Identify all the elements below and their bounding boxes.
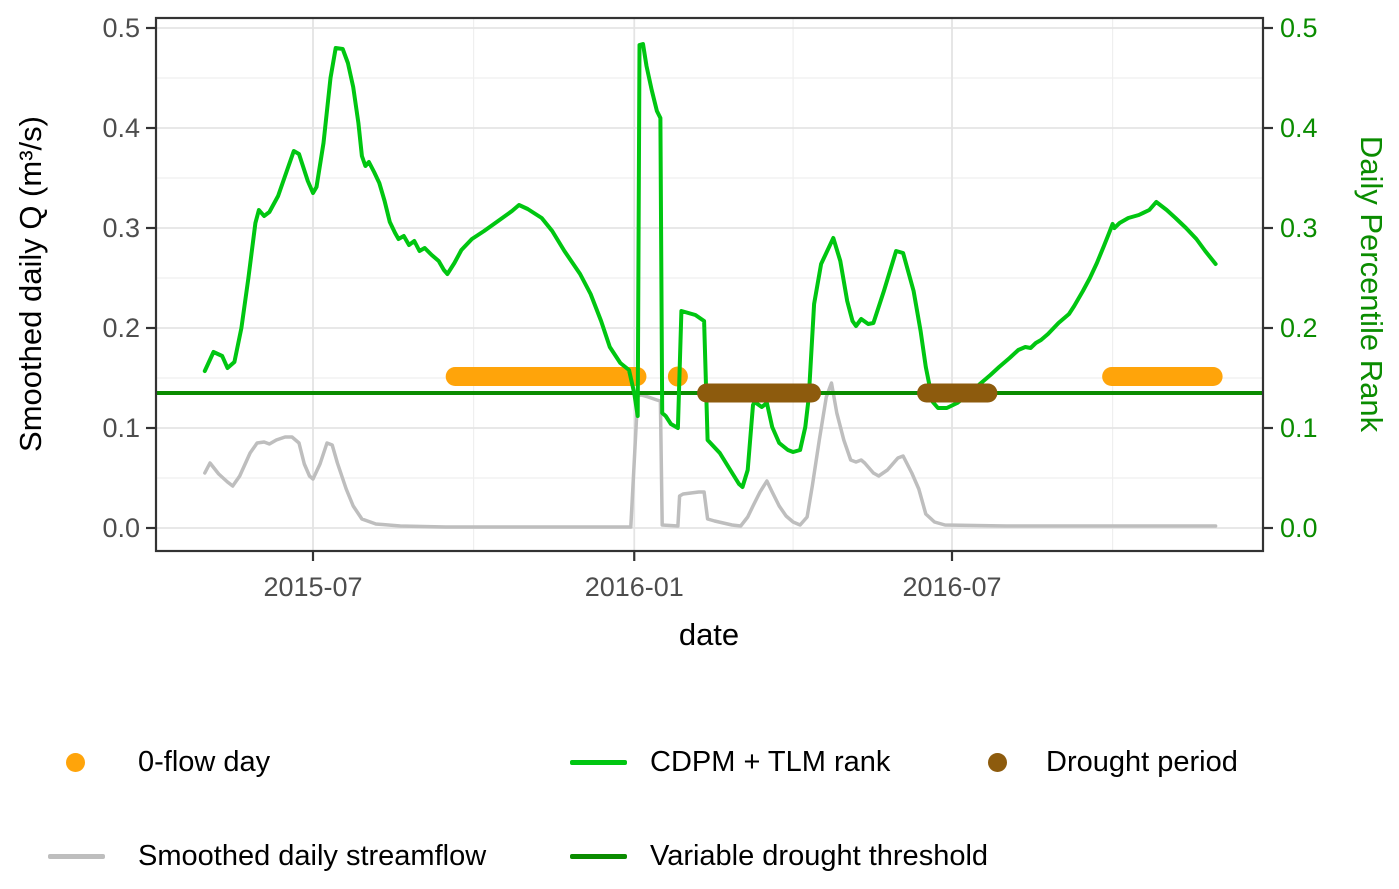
legend-label-smoothed-streamflow: Smoothed daily streamflow [138,840,487,872]
y-tick-label-right: 0.4 [1280,113,1318,143]
legend-key-smoothed-streamflow [48,854,105,859]
x-tick-label: 2015-07 [263,572,362,602]
y-tick-label-left: 0.5 [102,13,140,43]
y-tick-label-left: 0.3 [102,213,140,243]
y-tick-label-right: 0.3 [1280,213,1318,243]
x-axis-title: date [679,617,739,652]
legend-label-drought-period: Drought period [1046,746,1238,778]
cdpm-tlm-rank-line [202,42,1218,489]
x-tick-label: 2016-07 [902,572,1001,602]
y-tick-label-right: 0.2 [1280,313,1318,343]
y-tick-label-right: 0.0 [1280,513,1318,543]
panel-border [154,16,1265,553]
legend-label-cdpm-tlm-rank: CDPM + TLM rank [650,746,891,778]
chart-canvas: 2015-07 2016-01 2016-07 0.0 0.0 0.1 0.1 0.2 0.2 0… [13,13,1389,652]
legend-key-cdpm-tlm-rank [570,760,627,765]
y-axis-title-right: Daily Percentile Rank [1354,136,1389,433]
y-tick-label-left: 0.1 [102,413,140,443]
legend-key-drought-threshold [570,854,627,859]
y-tick-label-left: 0.2 [102,313,140,343]
x-tick-label: 2016-01 [585,572,684,602]
y-tick-label-left: 0.4 [102,113,140,143]
legend-label-zero-flow-day: 0-flow day [138,746,271,778]
y-tick-label-right: 0.1 [1280,413,1318,443]
legend-key-zero-flow-day [66,753,85,772]
legend-key-drought-period [988,753,1007,772]
chart-layers: 2015-07 2016-01 2016-07 0.0 0.0 0.1 0.1 0.2 0.2 0… [102,13,1317,602]
y-tick-label-left: 0.0 [102,513,140,543]
y-axis-title-left: Smoothed daily Q (m³/s) [13,116,48,452]
legend-label-drought-threshold: Variable drought threshold [650,840,989,872]
y-tick-label-right: 0.5 [1280,13,1318,43]
streamflow-line [203,381,1218,529]
